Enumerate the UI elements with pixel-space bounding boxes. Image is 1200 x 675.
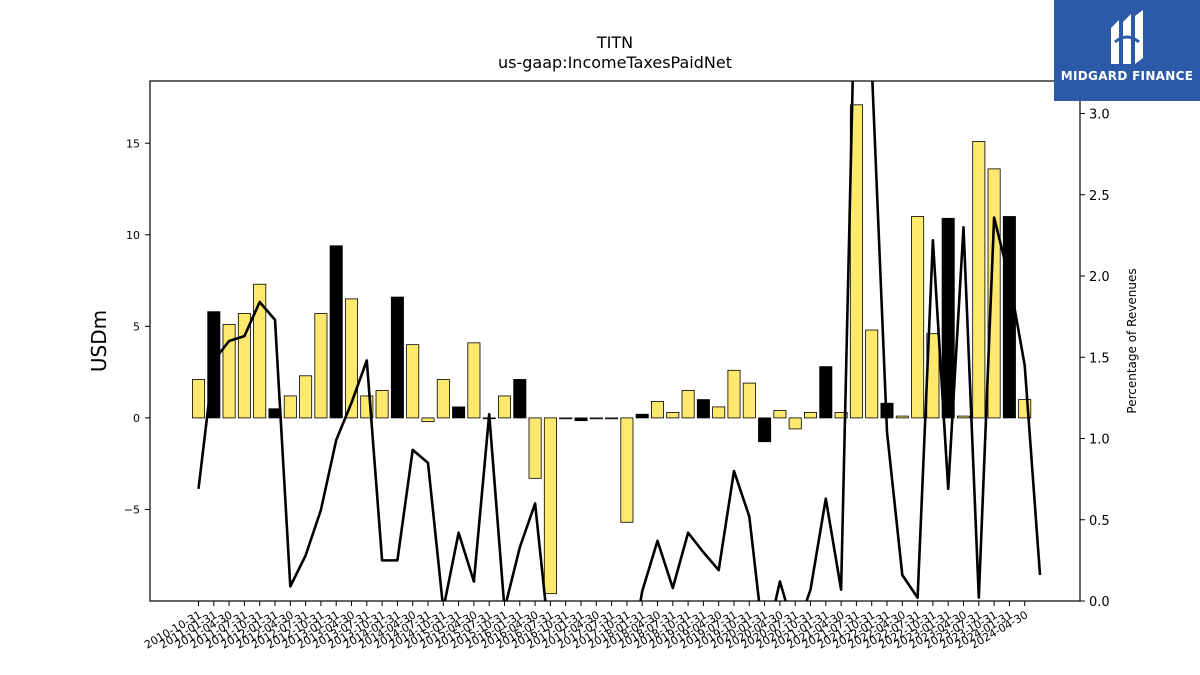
bar [375,390,389,419]
chart-title: TITN [596,33,633,52]
bar [237,313,251,419]
bar [543,417,557,595]
bar [253,283,267,419]
bar [773,410,787,419]
x-axis: 2010-10-312011-01-312011-04-302011-07-31… [142,601,1030,652]
bar [513,379,527,419]
bar [559,417,573,420]
bar [972,141,986,419]
y-tick-label: 0 [133,412,140,425]
y2-tick-label: 2.0 [1089,270,1110,285]
bar [589,417,603,420]
y-axis-label: USDm [87,310,111,372]
bar [666,412,680,419]
bar [283,395,297,419]
logo-text: MIDGARD FINANCE [1060,69,1194,83]
bar [329,245,343,419]
y2-tick-label: 2.5 [1089,189,1110,204]
y2-tick-label: 0.5 [1089,514,1110,529]
bar [452,406,466,419]
y-axis-left: −5 0 5 10 15 [124,137,150,516]
y2-tick-label: 1.5 [1089,351,1110,366]
bar [957,415,971,419]
bar [299,375,313,419]
bar [681,390,695,419]
bar-series [191,104,1032,595]
bar [712,406,726,419]
bar [574,417,588,422]
bar [911,216,925,419]
bar [651,401,665,419]
bar [191,379,205,419]
bar [727,369,741,419]
bar [222,324,236,419]
bar [804,412,818,419]
plot-frame [149,80,1081,602]
bar [314,313,328,419]
y2-tick-label: 0.0 [1089,595,1110,610]
bar [788,417,802,430]
bar [819,366,833,419]
y2-tick-label: 1.0 [1089,433,1110,448]
bar [620,417,634,523]
midgard-logo-icon [1111,10,1143,64]
percentage-line-series [197,81,1042,601]
bar [895,415,909,419]
percentage-line [197,81,1042,601]
y-tick-label: 15 [126,137,140,150]
y-tick-label: 5 [133,320,140,333]
bar [528,417,542,479]
bar [390,296,404,419]
bar [834,412,848,419]
bar [849,104,863,419]
bar [635,413,649,419]
brand-logo: MIDGARD FINANCE [1054,0,1200,101]
bar [497,395,511,419]
bar [696,399,710,419]
bar [941,217,955,419]
y-tick-label: 10 [126,229,140,242]
bar [436,379,450,419]
bar [742,382,756,419]
bar [758,417,772,443]
bar [1002,216,1016,419]
y-tick-label: −5 [124,503,140,516]
bar [344,298,358,419]
y2-tick-label: 3.0 [1089,108,1110,123]
chart-subtitle: us-gaap:IncomeTaxesPaidNet [498,53,732,72]
bar [421,417,435,422]
bar [406,344,420,419]
y-axis-right: 0.0 0.5 1.0 1.5 2.0 2.5 3.0 [1080,108,1110,610]
bar [865,329,879,419]
bar [467,342,481,419]
y2-axis-label: Percentage of Revenues [1125,268,1139,413]
bar [605,417,619,420]
